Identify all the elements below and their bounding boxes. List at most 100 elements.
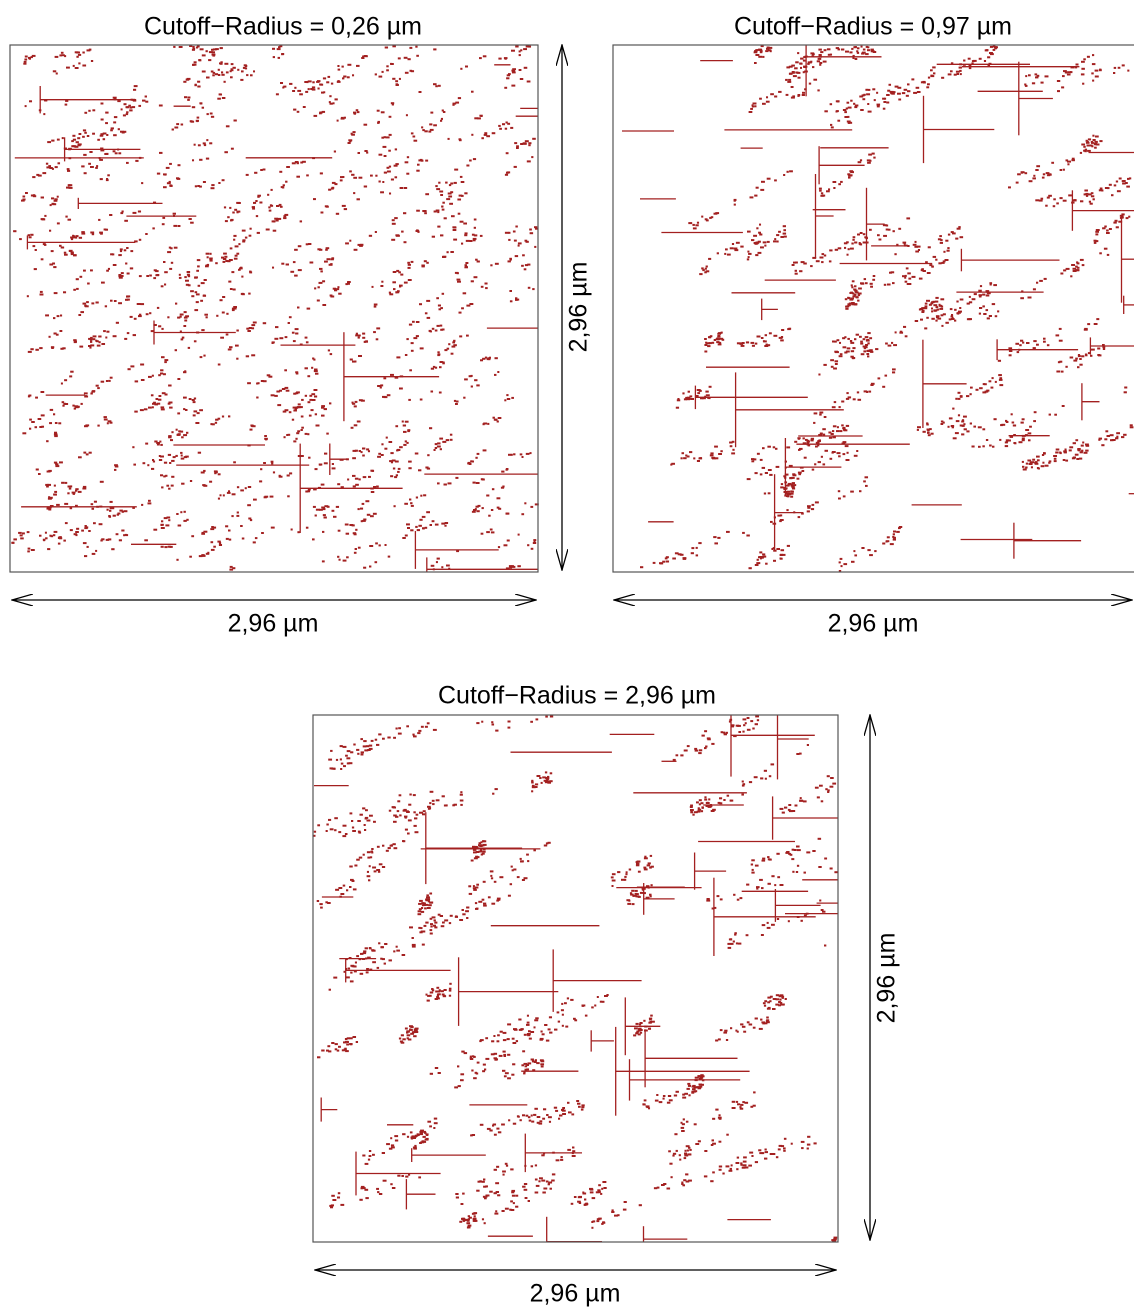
point [375, 174, 378, 177]
point [945, 239, 949, 242]
point [610, 876, 614, 879]
point [776, 240, 779, 243]
point [164, 359, 169, 362]
point [39, 293, 44, 296]
point [186, 77, 191, 80]
point [865, 53, 869, 56]
point [362, 332, 366, 335]
point [548, 1120, 552, 1123]
point [528, 45, 532, 48]
point [428, 904, 432, 907]
point [771, 875, 775, 878]
point [394, 376, 399, 379]
point [368, 747, 373, 750]
point [301, 426, 304, 429]
point [930, 74, 933, 77]
point [759, 97, 762, 100]
point [1128, 177, 1132, 180]
point [512, 1122, 517, 1125]
point [983, 60, 987, 62]
point [639, 891, 644, 894]
point [952, 437, 957, 440]
point [82, 485, 87, 488]
point [718, 1114, 721, 1117]
point [146, 275, 149, 277]
point [68, 487, 72, 490]
point [181, 436, 184, 439]
point [492, 1124, 495, 1127]
point [643, 1099, 647, 1102]
point [118, 254, 122, 257]
point [570, 1202, 574, 1205]
point [345, 532, 350, 535]
point [82, 64, 87, 67]
point [1056, 370, 1061, 373]
point [342, 745, 347, 748]
point [350, 878, 354, 881]
point [920, 318, 924, 321]
point [1061, 86, 1065, 89]
point [270, 526, 275, 529]
point [380, 111, 385, 114]
point [415, 45, 418, 48]
point [730, 942, 734, 945]
point [998, 374, 1001, 377]
point [979, 307, 983, 309]
point [710, 216, 714, 219]
point [1059, 169, 1063, 171]
point [331, 463, 334, 465]
point [865, 484, 868, 487]
point [434, 523, 439, 526]
point [134, 410, 138, 413]
point [19, 534, 23, 537]
point [1035, 199, 1040, 202]
point [701, 734, 705, 737]
point [483, 1185, 487, 1188]
point [424, 130, 428, 133]
point [769, 995, 773, 998]
point [413, 1029, 417, 1032]
point [335, 505, 340, 508]
point [456, 550, 460, 553]
point [103, 330, 106, 333]
point [416, 209, 420, 212]
point [124, 219, 128, 222]
point [963, 59, 966, 62]
point [169, 462, 172, 464]
point [469, 240, 473, 242]
point [780, 553, 784, 556]
point [13, 538, 17, 541]
point [838, 406, 841, 409]
point [418, 908, 422, 911]
point [357, 752, 360, 755]
point [187, 275, 191, 278]
point [922, 270, 926, 272]
point [410, 502, 413, 505]
point [350, 751, 354, 754]
point [442, 201, 445, 204]
point [1015, 342, 1020, 345]
point [210, 187, 215, 190]
point [91, 507, 95, 510]
point [1116, 190, 1121, 193]
point [771, 548, 774, 550]
point [854, 241, 858, 244]
point [788, 482, 792, 485]
point [843, 428, 846, 431]
point [40, 414, 45, 417]
point [596, 1220, 600, 1223]
point [429, 917, 433, 920]
point [787, 920, 790, 923]
point [807, 506, 811, 509]
point [790, 495, 794, 498]
point [1075, 269, 1080, 272]
point [129, 106, 133, 109]
point [402, 840, 405, 843]
point [862, 241, 867, 244]
point [45, 162, 49, 165]
point [371, 469, 375, 472]
point [325, 205, 329, 208]
point [561, 1013, 564, 1016]
point [27, 234, 31, 237]
point [1011, 421, 1015, 424]
